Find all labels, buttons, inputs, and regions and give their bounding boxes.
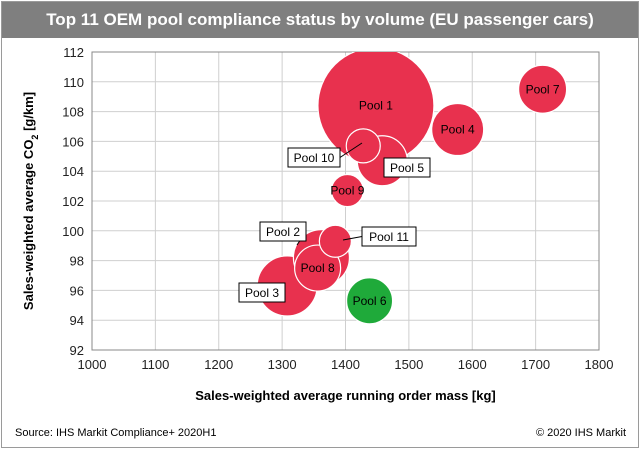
callout-label-pool-3: Pool 3 xyxy=(245,286,279,300)
copyright-note: © 2020 IHS Markit xyxy=(535,427,626,439)
x-tick-label: 1600 xyxy=(458,357,487,372)
callout-box-pool-2 xyxy=(259,221,307,242)
y-tick-label: 106 xyxy=(62,134,84,149)
y-tick-label: 98 xyxy=(70,254,84,269)
callout-box-pool-5 xyxy=(383,157,431,178)
y-tick-label: 102 xyxy=(62,194,84,209)
x-tick-label: 1500 xyxy=(394,357,423,372)
callout-label-pool-10: Pool 10 xyxy=(294,151,335,165)
x-axis-title: Sales-weighted average running order mas… xyxy=(195,388,496,403)
bubble-pool-4 xyxy=(431,102,485,157)
y-tick-label: 92 xyxy=(70,343,84,358)
bubble-pool-7 xyxy=(517,64,568,114)
y-tick-label: 108 xyxy=(62,105,84,120)
bubble-pool-6 xyxy=(345,277,394,325)
bubble-label-pool-8: Pool 8 xyxy=(301,261,335,275)
x-tick-label: 1200 xyxy=(204,357,233,372)
callout-label-pool-2: Pool 2 xyxy=(266,225,300,239)
bubble-pool-10 xyxy=(345,128,381,164)
callout-label-pool-11: Pool 11 xyxy=(369,230,409,244)
callout-box-pool-11 xyxy=(361,226,417,247)
x-tick-label: 1800 xyxy=(585,357,614,372)
callout-label-pool-5: Pool 5 xyxy=(390,161,424,175)
x-tick-label: 1700 xyxy=(521,357,550,372)
y-tick-label: 104 xyxy=(62,164,84,179)
bubble-label-pool-7: Pool 7 xyxy=(526,82,560,96)
bubble-label-pool-6: Pool 6 xyxy=(353,294,387,308)
callout-box-pool-10 xyxy=(287,147,341,168)
chart-title: Top 11 OEM pool compliance status by vol… xyxy=(2,2,638,38)
y-axis-title: Sales-weighted average CO2 [g/km] xyxy=(21,92,40,310)
callout-leader-pool-11 xyxy=(342,236,363,241)
x-tick-label: 1300 xyxy=(268,357,297,372)
y-tick-label: 100 xyxy=(62,224,84,239)
source-note: Source: IHS Markit Compliance+ 2020H1 xyxy=(15,427,217,439)
x-tick-label: 1400 xyxy=(331,357,360,372)
bubble-pool-9 xyxy=(330,173,365,208)
y-tick-label: 110 xyxy=(63,75,84,90)
plot-area-border xyxy=(91,51,600,351)
x-tick-label: 1000 xyxy=(78,357,107,372)
callout-leader-pool-10 xyxy=(339,142,363,158)
x-tick-label: 1100 xyxy=(141,357,169,372)
callout-box-pool-3 xyxy=(238,282,286,303)
bubble-pool-11 xyxy=(318,224,352,258)
y-tick-label: 96 xyxy=(70,283,84,298)
bubble-label-pool-4: Pool 4 xyxy=(441,122,475,136)
bubble-label-pool-1: Pool 1 xyxy=(359,99,393,113)
y-tick-label: 112 xyxy=(63,45,84,60)
bubble-label-pool-9: Pool 9 xyxy=(330,184,364,198)
y-tick-label: 94 xyxy=(70,313,84,328)
